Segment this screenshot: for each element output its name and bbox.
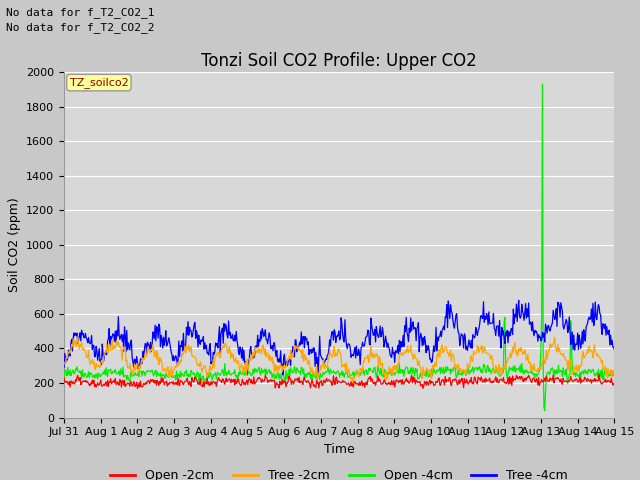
Legend: Open -2cm, Tree -2cm, Open -4cm, Tree -4cm: Open -2cm, Tree -2cm, Open -4cm, Tree -4… (106, 464, 573, 480)
X-axis label: Time: Time (324, 443, 355, 456)
Text: No data for f_T2_CO2_2: No data for f_T2_CO2_2 (6, 22, 155, 33)
Title: Tonzi Soil CO2 Profile: Upper CO2: Tonzi Soil CO2 Profile: Upper CO2 (202, 52, 477, 71)
Text: TZ_soilco2: TZ_soilco2 (70, 77, 128, 88)
Y-axis label: Soil CO2 (ppm): Soil CO2 (ppm) (8, 197, 20, 292)
Text: No data for f_T2_CO2_1: No data for f_T2_CO2_1 (6, 7, 155, 18)
